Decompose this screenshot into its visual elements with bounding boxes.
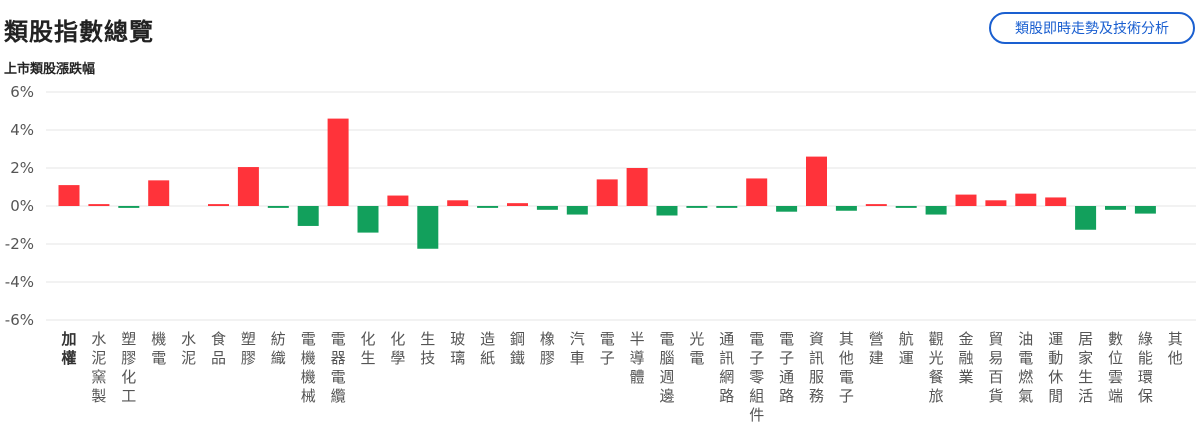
y-tick-label: 6% xyxy=(10,83,34,101)
bar xyxy=(477,206,499,208)
bar xyxy=(776,206,798,212)
bar xyxy=(387,195,409,206)
bar xyxy=(806,156,827,206)
x-tick-label: 機電 xyxy=(151,330,166,367)
x-tick-label: 電子通路 xyxy=(779,330,794,405)
x-tick-label: 觀光餐旅 xyxy=(929,330,944,405)
x-tick-label: 通訊網路 xyxy=(719,330,734,405)
bar xyxy=(985,200,1007,206)
x-tick-label: 玻璃 xyxy=(450,330,465,367)
bar xyxy=(925,206,947,215)
x-tick-label: 半導體 xyxy=(630,330,645,386)
x-tick-label: 貿易百貨 xyxy=(988,330,1003,405)
bar xyxy=(148,180,170,206)
bar xyxy=(895,206,917,208)
x-tick-label: 紡織 xyxy=(271,330,286,367)
x-tick-label: 電子零組件 xyxy=(749,330,764,424)
chart-title: 上市類股漲跌幅 xyxy=(4,62,96,77)
x-tick-label: 電腦週邊 xyxy=(659,330,674,405)
y-tick-label: 4% xyxy=(10,121,34,139)
y-tick-label: -2% xyxy=(5,235,34,253)
bar xyxy=(297,206,319,226)
bar xyxy=(536,206,558,210)
x-tick-label: 光電 xyxy=(689,330,704,367)
x-tick-label: 造紙 xyxy=(480,330,495,367)
bar xyxy=(626,168,648,206)
bar xyxy=(1134,206,1156,214)
technical-analysis-button[interactable]: 類股即時走勢及技術分析 xyxy=(989,12,1195,44)
bar xyxy=(835,206,857,211)
x-tick-label: 化生 xyxy=(360,330,375,367)
y-tick-label: -6% xyxy=(5,311,34,329)
x-tick-label: 綠能環保 xyxy=(1138,330,1153,405)
x-tick-label: 橡膠 xyxy=(540,330,555,367)
bar xyxy=(417,206,439,249)
bar xyxy=(566,206,588,215)
bar xyxy=(1105,206,1126,210)
bar xyxy=(1075,206,1097,230)
x-tick-label: 汽車 xyxy=(570,330,585,367)
bar xyxy=(447,200,469,206)
bar xyxy=(507,203,528,206)
x-tick-label: 食品 xyxy=(211,330,226,367)
bar xyxy=(1045,197,1067,206)
page-title: 類股指數總覽 xyxy=(4,18,154,46)
x-tick-label: 生技 xyxy=(420,330,435,367)
bar xyxy=(118,206,140,208)
bar xyxy=(955,194,977,206)
bar xyxy=(865,204,887,206)
y-tick-label: -4% xyxy=(5,273,34,291)
x-tick-label: 其他電子 xyxy=(839,330,854,405)
x-tick-label: 運動休閒 xyxy=(1048,330,1063,405)
x-tick-label: 電器電纜 xyxy=(331,330,346,405)
bar xyxy=(686,206,708,208)
bar xyxy=(267,206,289,208)
x-tick-label: 數位雲端 xyxy=(1108,330,1123,405)
x-tick-label: 水泥 xyxy=(181,330,196,367)
bar xyxy=(596,179,618,206)
x-tick-label: 資訊服務 xyxy=(809,330,824,405)
bar xyxy=(716,206,738,208)
x-tick-label: 化學 xyxy=(390,330,405,367)
x-tick-label: 電子 xyxy=(600,330,615,367)
x-tick-label: 塑膠 xyxy=(241,330,256,367)
x-tick-label: 航運 xyxy=(899,330,914,367)
x-tick-label: 營建 xyxy=(869,330,884,367)
bar xyxy=(237,167,259,206)
bar xyxy=(327,118,349,206)
x-tick-label: 金融業 xyxy=(958,330,973,386)
bar xyxy=(656,206,678,216)
y-tick-label: 2% xyxy=(10,159,34,177)
x-tick-label: 鋼鐵 xyxy=(510,330,525,367)
x-tick-label: 水泥窯製 xyxy=(91,330,106,405)
y-tick-label: 0% xyxy=(10,197,34,215)
bar xyxy=(208,204,229,206)
bar xyxy=(58,185,80,206)
bar xyxy=(357,206,379,233)
x-tick-label: 其他 xyxy=(1168,330,1183,367)
bar xyxy=(1015,193,1037,206)
x-tick-label: 居家生活 xyxy=(1078,330,1093,405)
x-tick-label: 塑膠化工 xyxy=(121,330,136,405)
bar xyxy=(746,178,768,206)
bar xyxy=(88,204,110,206)
x-tick-label: 電機機械 xyxy=(301,330,316,405)
x-tick-label: 油電燃氣 xyxy=(1018,330,1033,405)
x-tick-label: 加權 xyxy=(60,330,76,367)
